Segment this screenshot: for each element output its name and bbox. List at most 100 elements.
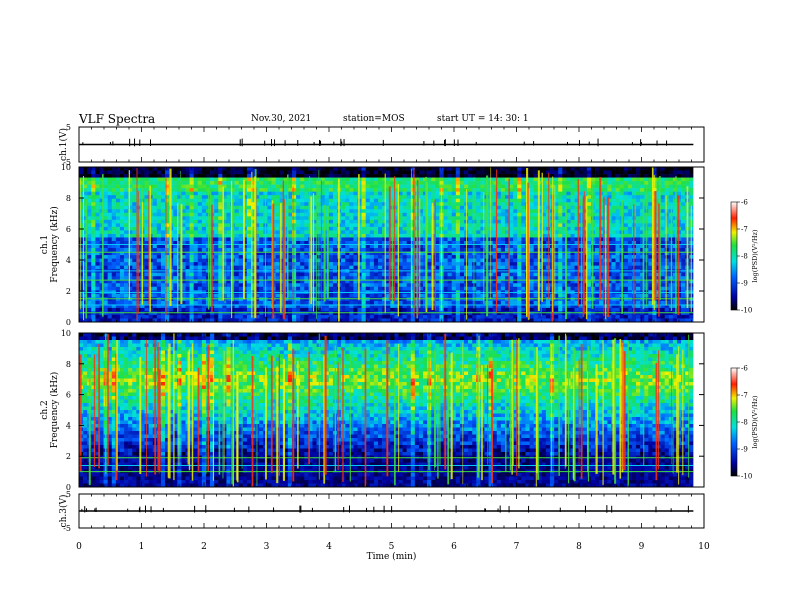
ch1-spec-cell: [324, 184, 330, 189]
ch1-spec-cell: [300, 223, 305, 228]
ch1-spec-cell: [492, 212, 498, 217]
ch1-spec-cell: [197, 184, 203, 189]
ch1-spec-cell: [382, 191, 387, 196]
ch1-spec-cell: [128, 262, 133, 266]
ch1-spec-cell: [517, 262, 522, 266]
ch1-spec-cell: [205, 181, 211, 185]
ch1-spec-cell: [300, 205, 305, 210]
ch1-spec-cell: [443, 286, 448, 291]
ch1-spec-cell: [144, 265, 149, 270]
ch1-spec-cell: [509, 293, 514, 298]
ch1-spec-cell: [361, 311, 367, 316]
ch1-spec-cell: [165, 212, 170, 217]
ch1-spec-cell: [455, 240, 461, 245]
ch1-spec-cell: [464, 174, 469, 178]
ch1-spec-cell: [173, 300, 178, 305]
ch1-spec-cell: [160, 272, 166, 277]
ch1-spec-cell: [496, 293, 502, 298]
ch1-spec-cell: [509, 198, 514, 203]
ch1-spec-cell: [99, 223, 104, 228]
ch1-spec-cell: [218, 219, 223, 224]
ch1-spec-cell: [197, 237, 203, 242]
ch1-spec-cell: [132, 293, 137, 298]
ch1-spec-cell: [79, 174, 84, 178]
ch1-spec-cell: [480, 167, 485, 171]
ch1-spec-cell: [181, 311, 186, 316]
ch1-spec-cell: [246, 286, 252, 291]
ch1-spec-cell: [193, 170, 199, 175]
ch1-spec-cell: [275, 188, 280, 192]
ch1-spec-cell: [304, 198, 309, 203]
ch1-spec-cell: [300, 170, 305, 175]
ch1-spec-cell: [328, 318, 334, 323]
ch1-spec-cell: [251, 276, 256, 281]
ch1-spec-cell: [500, 286, 506, 291]
ch1-spec-cell: [296, 188, 301, 192]
ch1-spec-cell: [115, 226, 121, 231]
ch1-spec-cell: [328, 293, 334, 298]
ch1-spec-cell: [361, 300, 367, 305]
ch1-spec-cell: [435, 265, 440, 270]
ch1-spec-cell: [107, 255, 113, 259]
ch1-spec-cell: [472, 174, 477, 178]
ch1-spec-cell: [476, 272, 481, 277]
ch1-spec-cell: [165, 258, 170, 263]
ch1-spec-cell: [246, 255, 252, 259]
ch1-spec-cell: [193, 230, 199, 235]
ch1-spec-cell: [246, 248, 252, 252]
ch1-spec-cell: [304, 202, 309, 207]
ch1-spec-cell: [291, 198, 297, 203]
ch1-spec-cell: [83, 223, 88, 228]
ch1-spec-cell: [521, 318, 526, 323]
ch1-spec-cell: [472, 181, 477, 185]
ch1-spec-cell: [332, 307, 338, 312]
ch1-spec-cell: [443, 265, 448, 270]
ch1-spec-cell: [418, 283, 424, 288]
ch1-spec-cell: [173, 226, 178, 231]
ch1-spec-cell: [468, 167, 473, 171]
ch1-spec-cell: [459, 223, 465, 228]
ch1-spec-cell: [418, 195, 424, 199]
ch1-spec-cell: [488, 307, 493, 312]
ch1-spec-cell: [357, 219, 362, 224]
ch1-spec-cell: [509, 304, 514, 309]
ch1-spec-cell: [394, 293, 399, 298]
ch1-spec-cell: [361, 170, 367, 175]
ch1-spec-cell: [189, 188, 194, 192]
ch1-spec-cell: [357, 318, 362, 323]
ch1-spec-cell: [308, 177, 313, 182]
ch1-spec-cell: [226, 237, 231, 242]
ch1-spec-cell: [509, 272, 514, 277]
ch1-spec-cell: [210, 177, 215, 182]
ch1-spec-cell: [246, 170, 252, 175]
ch1-spec-cell: [361, 174, 367, 178]
ch1-spec-cell: [189, 265, 194, 270]
ch1-spec-cell: [226, 272, 231, 277]
ch1-spec-cell: [181, 230, 186, 235]
ch1-spec-cell: [222, 219, 227, 224]
ch1-spec-cell: [156, 223, 162, 228]
ch1-spec-cell: [390, 311, 395, 316]
ch1-spec-cell: [341, 304, 346, 309]
ch1-spec-cell: [300, 307, 305, 312]
ch1-spec-cell: [214, 314, 219, 319]
ch1-spec-cell: [197, 244, 203, 249]
ch1-spec-cell: [361, 279, 367, 284]
ch1-spec-cell: [234, 240, 240, 245]
ch1-spec-cell: [119, 283, 125, 288]
ch1-spec-cell: [275, 240, 280, 245]
ch1-spec-cell: [418, 304, 424, 309]
ch1-spec-cell: [332, 167, 338, 171]
ch1-spec-cell: [251, 226, 256, 231]
ch1-spec-cell: [320, 314, 326, 319]
ch1-spec-cell: [283, 279, 289, 284]
ch1-spec-cell: [418, 188, 424, 192]
ch1-spec-cell: [181, 181, 186, 185]
ch1-spec-cell: [238, 293, 244, 298]
ch1-spec-cell: [119, 233, 125, 238]
ch1-spec-cell: [124, 262, 129, 266]
ch1-spec-cell: [287, 272, 293, 277]
ch1-spec-cell: [128, 174, 133, 178]
ch1-spec-cell: [128, 198, 133, 203]
ch1-spec-cell: [119, 191, 125, 196]
